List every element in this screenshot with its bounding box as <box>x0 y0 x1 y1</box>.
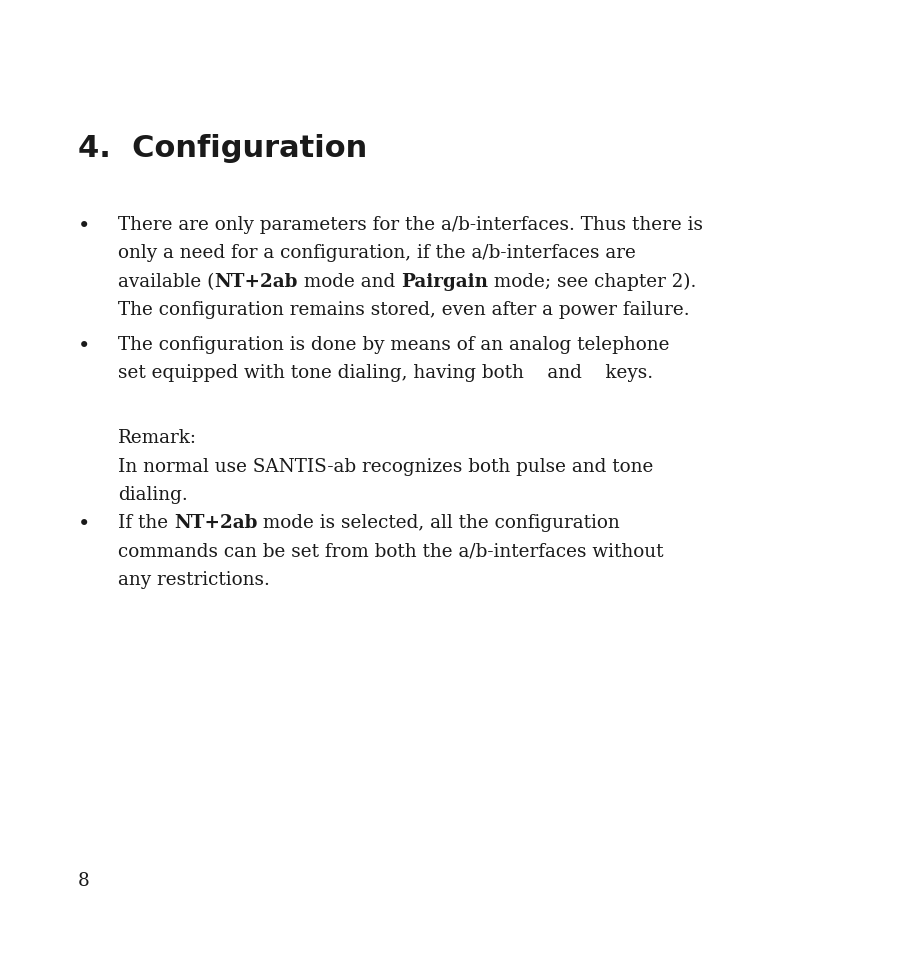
Text: available (: available ( <box>118 273 214 291</box>
Text: only a need for a configuration, if the a/b-interfaces are: only a need for a configuration, if the … <box>118 244 636 262</box>
Text: The configuration is done by means of an analog telephone: The configuration is done by means of an… <box>118 335 670 354</box>
Text: set equipped with tone dialing, having both    and    keys.: set equipped with tone dialing, having b… <box>118 364 653 382</box>
Text: The configuration remains stored, even after a power failure.: The configuration remains stored, even a… <box>118 301 690 319</box>
Text: 4.  Configuration: 4. Configuration <box>78 133 367 163</box>
Text: If the: If the <box>118 514 174 532</box>
Text: mode and: mode and <box>298 273 401 291</box>
Text: mode is selected, all the configuration: mode is selected, all the configuration <box>257 514 620 532</box>
Text: •: • <box>78 335 91 355</box>
Text: •: • <box>78 215 91 235</box>
Text: In normal use SANTIS-ab recognizes both pulse and tone: In normal use SANTIS-ab recognizes both … <box>118 457 653 476</box>
Text: Remark:: Remark: <box>118 429 197 447</box>
Text: dialing.: dialing. <box>118 485 188 503</box>
Text: There are only parameters for the a/b-interfaces. Thus there is: There are only parameters for the a/b-in… <box>118 215 703 233</box>
Text: 8: 8 <box>78 871 90 889</box>
Text: any restrictions.: any restrictions. <box>118 571 270 588</box>
Text: •: • <box>78 514 91 534</box>
Text: Pairgain: Pairgain <box>401 273 488 291</box>
Text: commands can be set from both the a/b-interfaces without: commands can be set from both the a/b-in… <box>118 542 663 560</box>
Text: NT+2ab: NT+2ab <box>174 514 257 532</box>
Text: NT+2ab: NT+2ab <box>214 273 298 291</box>
Text: mode; see chapter 2).: mode; see chapter 2). <box>488 273 696 291</box>
